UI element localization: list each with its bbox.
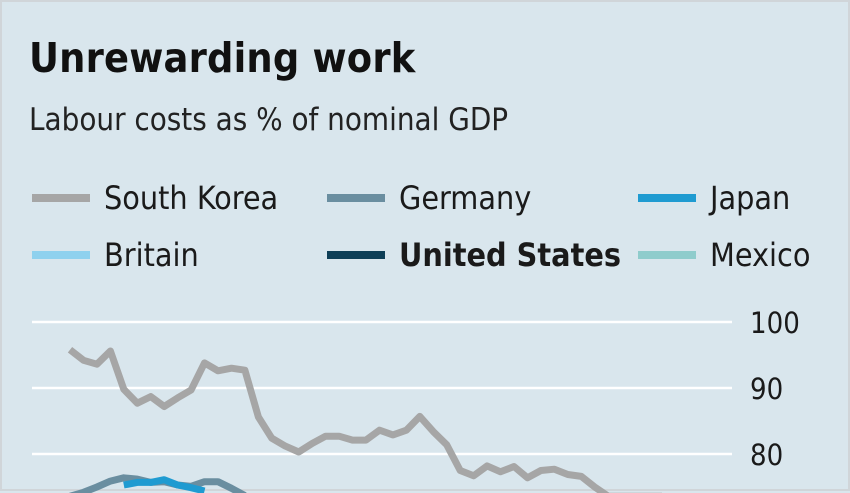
chart-subtitle: Labour costs as % of nominal GDP (29, 102, 509, 138)
chart-title: Unrewarding work (29, 34, 416, 82)
y-tick-label-100: 100 (750, 306, 800, 340)
y-tick-label-90: 90 (750, 372, 783, 406)
series-lines (67, 346, 662, 493)
y-tick-label-80: 80 (750, 438, 783, 472)
grid-lines (32, 320, 732, 456)
y-axis-ticks: 100 90 80 (750, 306, 800, 472)
series-line-south-korea (67, 346, 662, 493)
series-line-japan (123, 476, 206, 493)
